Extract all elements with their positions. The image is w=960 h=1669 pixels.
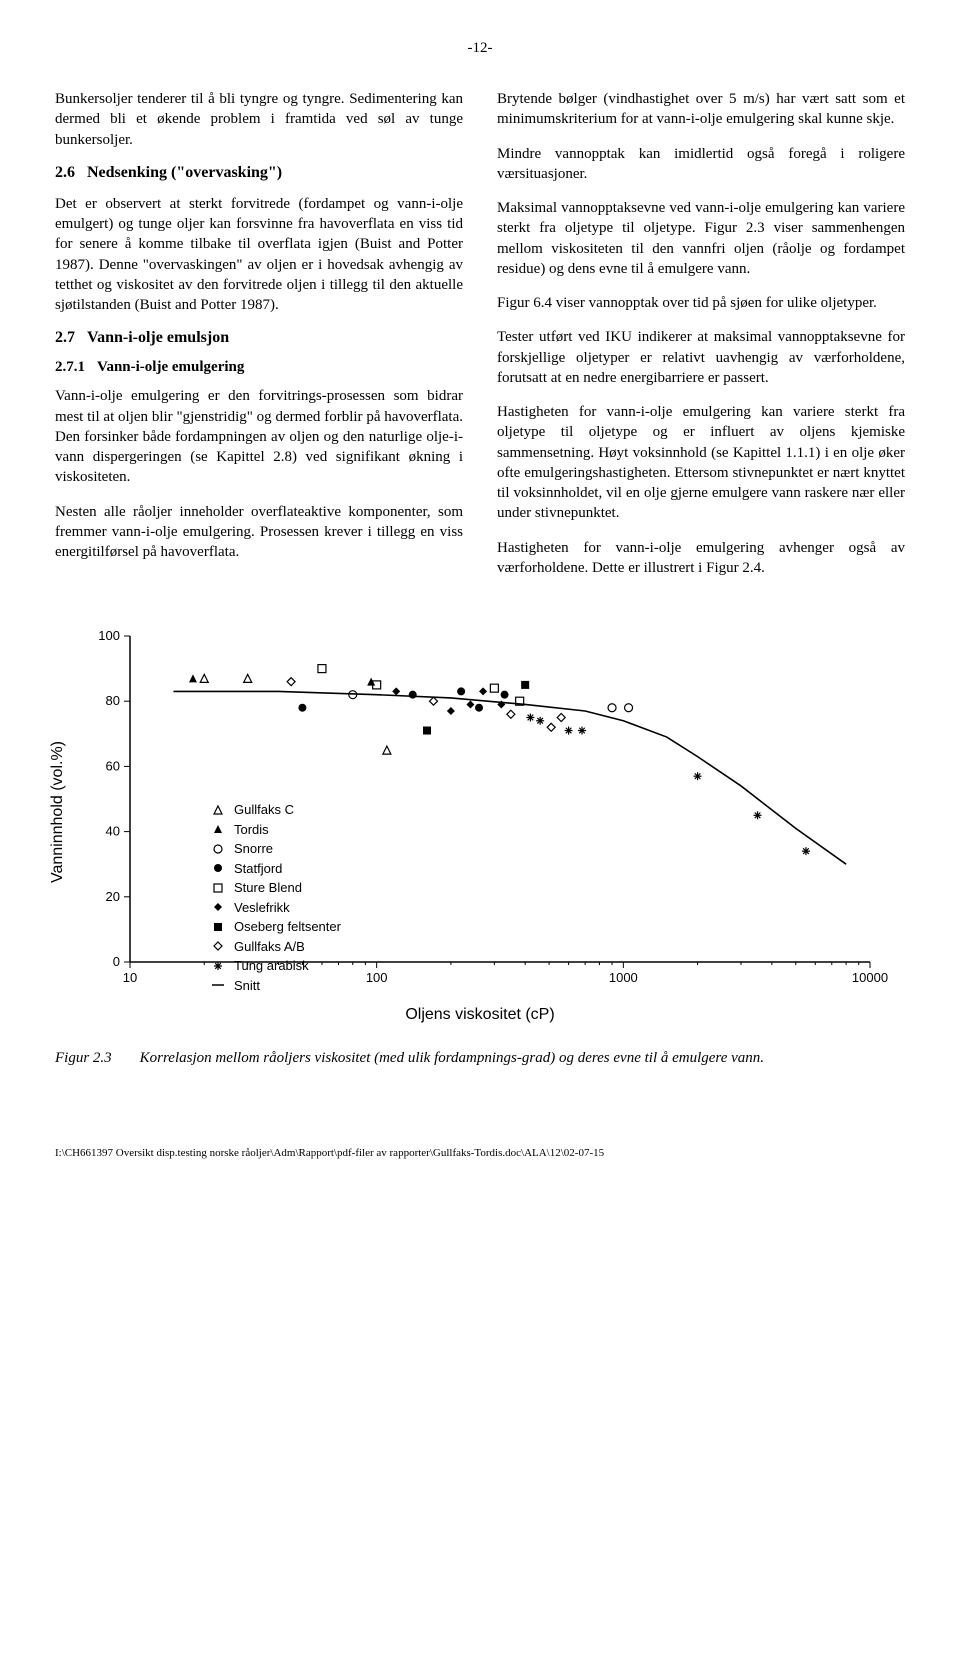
heading-title: Nedsenking ("overvasking") <box>87 164 282 182</box>
paragraph: Hastigheten for vann-i-olje emulgering k… <box>497 402 905 524</box>
legend-marker-icon <box>210 842 226 856</box>
figure-label: Figur 2.3 <box>55 1050 112 1067</box>
svg-text:40: 40 <box>106 824 120 839</box>
paragraph: Hastigheten for vann-i-olje emulgering a… <box>497 538 905 579</box>
heading-number: 2.6 <box>55 164 75 182</box>
legend-item: Snorre <box>210 839 341 859</box>
legend-item: Gullfaks A/B <box>210 937 341 957</box>
paragraph: Brytende bølger (vindhastighet over 5 m/… <box>497 89 905 130</box>
paragraph: Det er observert at sterkt forvitrede (f… <box>55 194 463 316</box>
heading-title: Vann-i-olje emulsjon <box>87 329 229 347</box>
legend-item: Snitt <box>210 976 341 996</box>
heading-number: 2.7.1 <box>55 359 85 376</box>
svg-text:20: 20 <box>106 889 120 904</box>
legend-label: Snitt <box>234 976 260 996</box>
paragraph: Figur 6.4 viser vannopptak over tid på s… <box>497 293 905 313</box>
legend-label: Oseberg feltsenter <box>234 917 341 937</box>
two-column-body: Bunkersoljer tenderer til å bli tyngre o… <box>55 89 905 592</box>
heading-2-6: 2.6 Nedsenking ("overvasking") <box>55 164 463 182</box>
legend-item: Sture Blend <box>210 878 341 898</box>
legend-item: Oseberg feltsenter <box>210 917 341 937</box>
legend-item: Gullfaks C <box>210 800 341 820</box>
figure-caption-row: Figur 2.3 Korrelasjon mellom råoljers vi… <box>55 1050 905 1067</box>
legend-item: Statfjord <box>210 859 341 879</box>
heading-2-7: 2.7 Vann-i-olje emulsjon <box>55 329 463 347</box>
svg-text:100: 100 <box>98 628 120 643</box>
figure-2-3-chart: Vanninnhold (vol.%) 02040608010010100100… <box>55 622 905 1024</box>
legend-marker-icon <box>210 920 226 934</box>
legend-label: Tung arabisk <box>234 956 309 976</box>
legend-label: Gullfaks A/B <box>234 937 305 957</box>
svg-text:80: 80 <box>106 693 120 708</box>
svg-text:100: 100 <box>366 970 388 985</box>
paragraph: Tester utført ved IKU indikerer at maksi… <box>497 327 905 388</box>
legend-label: Sture Blend <box>234 878 302 898</box>
legend-marker-icon <box>210 959 226 973</box>
paragraph: Maksimal vannopptaksevne ved vann-i-olje… <box>497 198 905 279</box>
heading-title: Vann-i-olje emulgering <box>97 359 244 376</box>
footer-path: I:\CH661397 Oversikt disp.testing norske… <box>55 1147 905 1159</box>
legend-marker-icon <box>210 881 226 895</box>
paragraph: Nesten alle råoljer inneholder overflate… <box>55 502 463 563</box>
legend-label: Gullfaks C <box>234 800 294 820</box>
legend-marker-icon <box>210 861 226 875</box>
paragraph: Bunkersoljer tenderer til å bli tyngre o… <box>55 89 463 150</box>
chart-y-label: Vanninnhold (vol.%) <box>49 741 67 883</box>
chart-x-label: Oljens viskositet (cP) <box>55 1006 905 1024</box>
legend-label: Statfjord <box>234 859 282 879</box>
legend-item: Tordis <box>210 820 341 840</box>
chart-legend: Gullfaks CTordisSnorreStatfjordSture Ble… <box>210 800 341 995</box>
legend-marker-icon <box>210 803 226 817</box>
svg-text:10: 10 <box>123 970 137 985</box>
page-number: -12- <box>55 40 905 57</box>
svg-text:1000: 1000 <box>609 970 638 985</box>
svg-text:60: 60 <box>106 758 120 773</box>
legend-label: Tordis <box>234 820 269 840</box>
legend-label: Veslefrikk <box>234 898 290 918</box>
legend-item: Veslefrikk <box>210 898 341 918</box>
chart-svg: 0 20 40 60 80 100 10 100 1000 10000 <box>70 622 890 1002</box>
legend-label: Snorre <box>234 839 273 859</box>
paragraph: Vann-i-olje emulgering er den forvitring… <box>55 386 463 487</box>
heading-2-7-1: 2.7.1 Vann-i-olje emulgering <box>55 359 463 376</box>
heading-number: 2.7 <box>55 329 75 347</box>
legend-marker-icon <box>210 900 226 914</box>
right-column: Brytende bølger (vindhastighet over 5 m/… <box>497 89 905 592</box>
svg-text:10000: 10000 <box>852 970 888 985</box>
paragraph: Mindre vannopptak kan imidlertid også fo… <box>497 144 905 185</box>
figure-caption: Korrelasjon mellom råoljers viskositet (… <box>140 1050 764 1067</box>
left-column: Bunkersoljer tenderer til å bli tyngre o… <box>55 89 463 592</box>
legend-marker-icon <box>210 822 226 836</box>
legend-marker-icon <box>210 978 226 992</box>
svg-text:0: 0 <box>113 954 120 969</box>
legend-item: Tung arabisk <box>210 956 341 976</box>
legend-marker-icon <box>210 939 226 953</box>
